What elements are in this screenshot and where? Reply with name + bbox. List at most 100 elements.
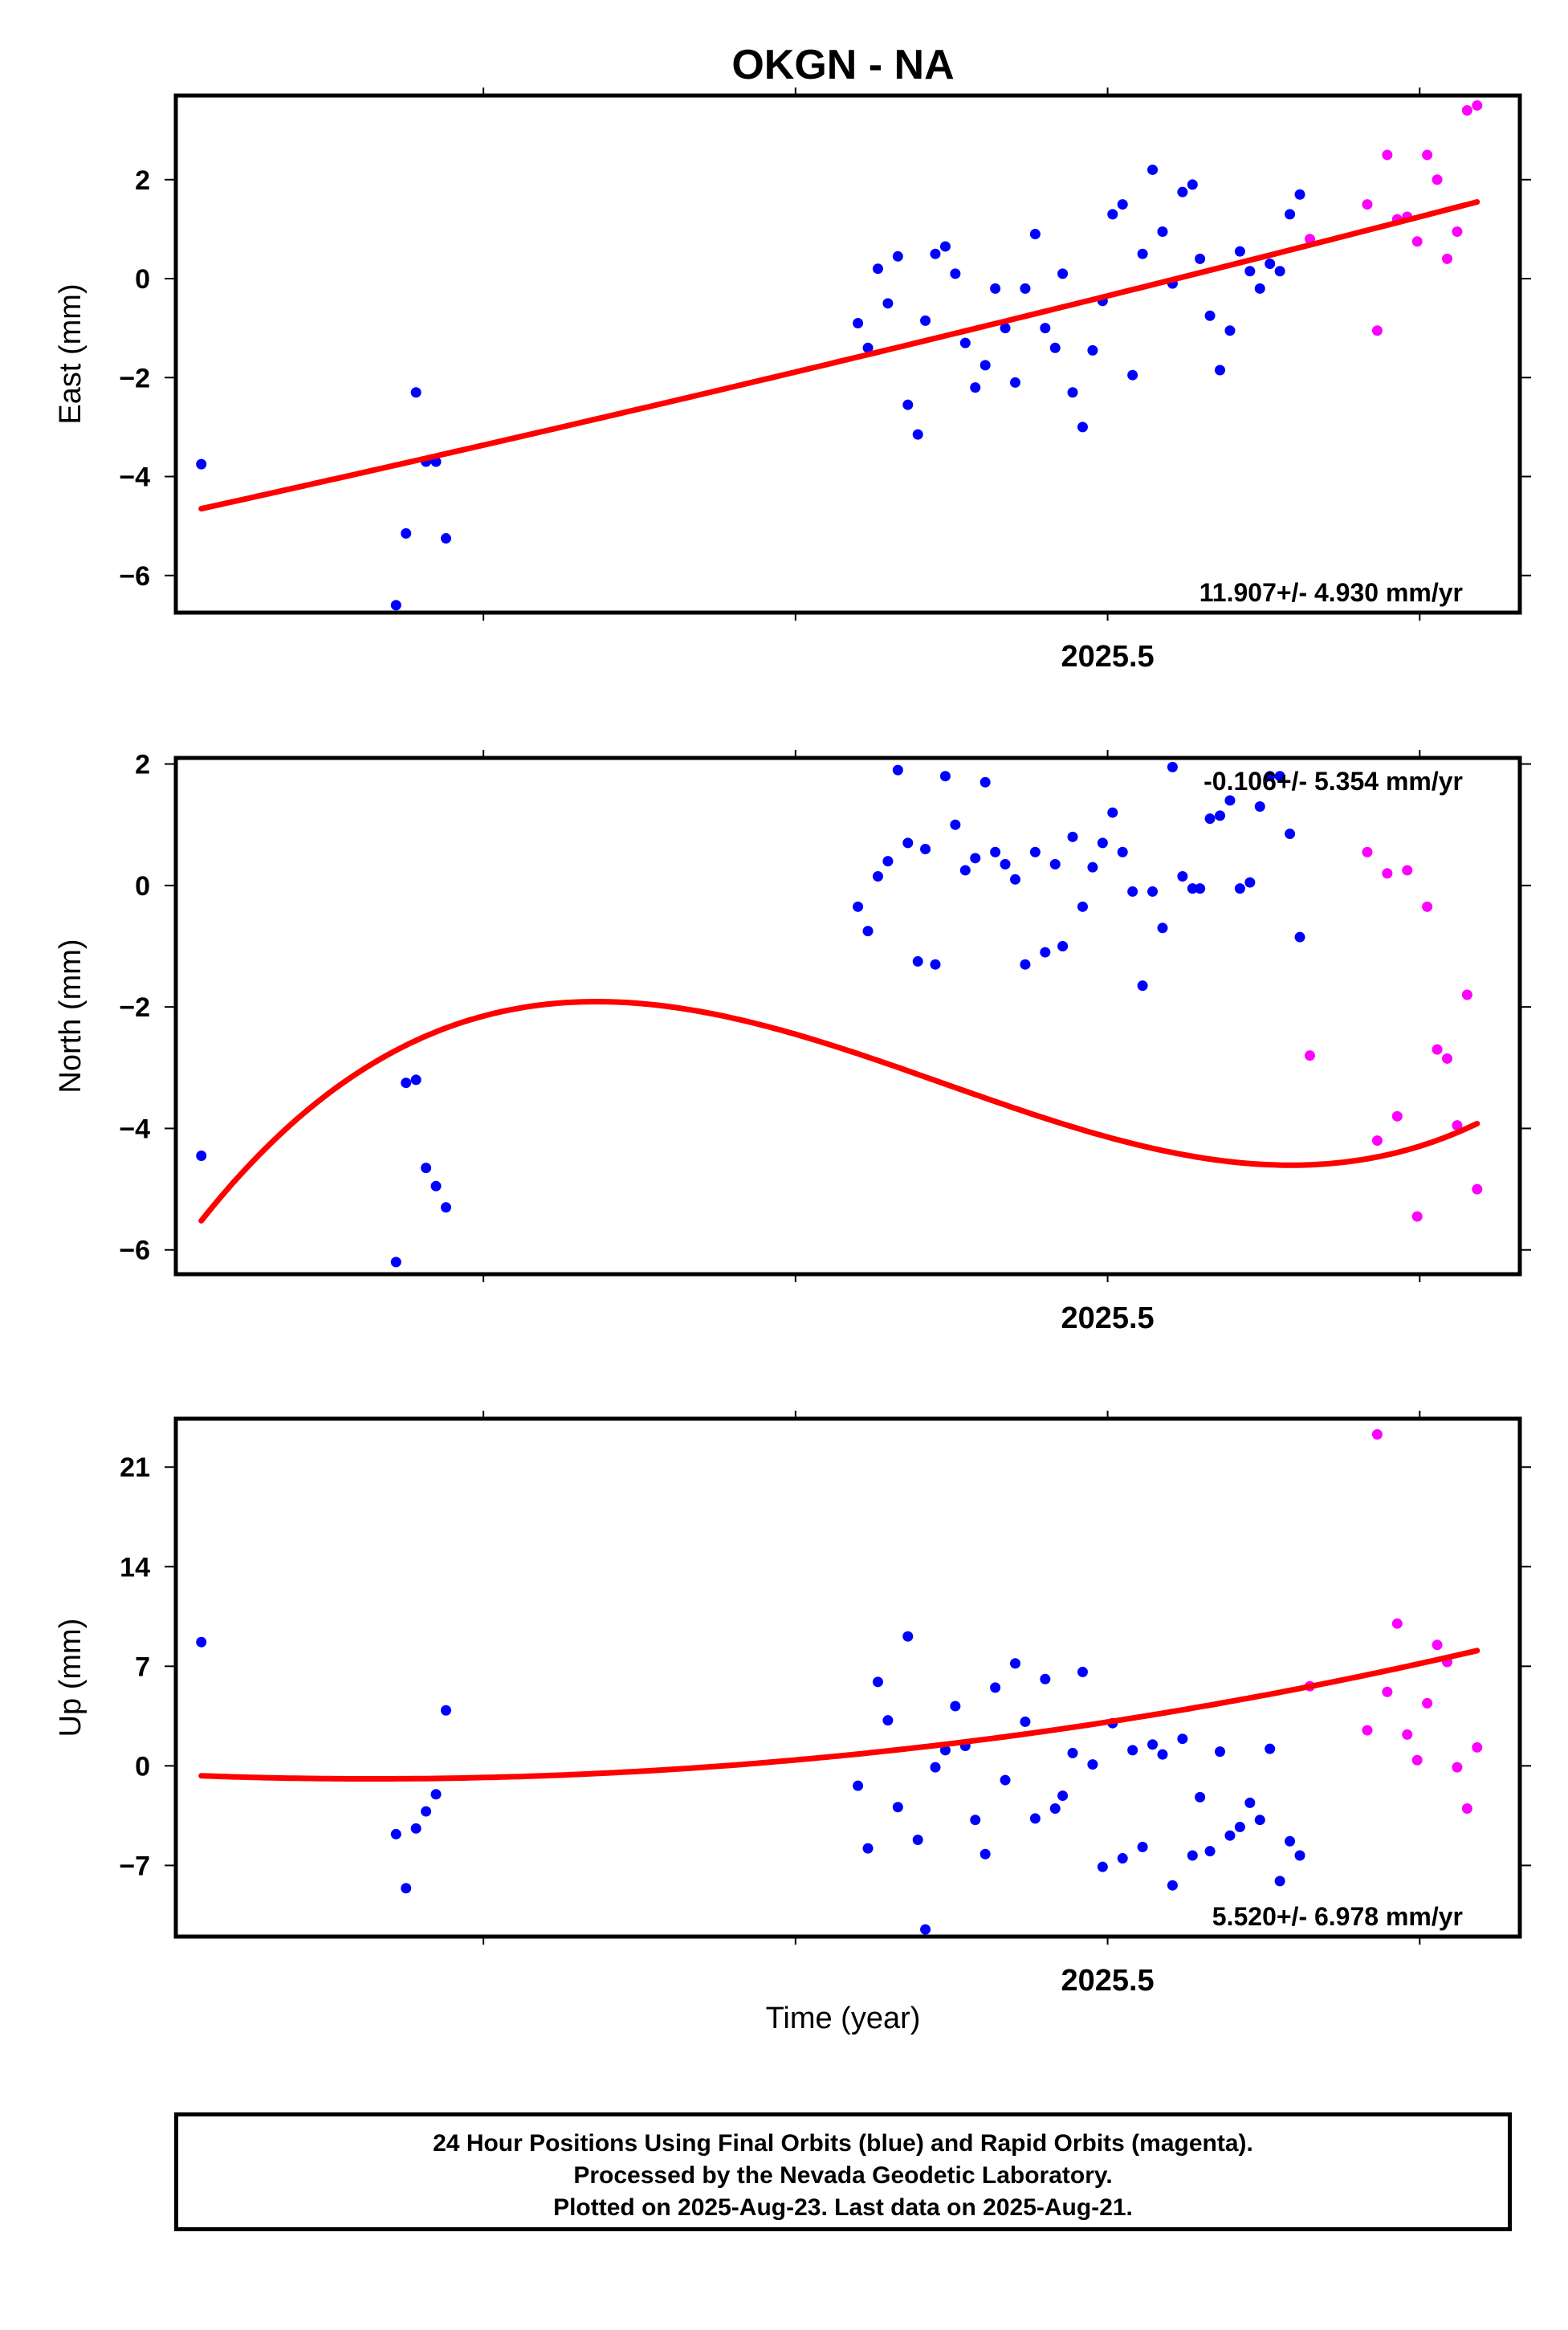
- rapid-orbit-point: [1402, 1729, 1413, 1740]
- rapid-orbit-point: [1362, 1725, 1373, 1736]
- final-orbit-point: [1265, 259, 1276, 270]
- final-orbit-point: [440, 533, 451, 544]
- final-orbit-point: [939, 241, 951, 252]
- final-orbit-point: [1224, 1830, 1236, 1841]
- final-orbit-point: [979, 360, 991, 371]
- y-tick-label: 7: [135, 1652, 150, 1682]
- final-orbit-point: [1087, 862, 1098, 873]
- rapid-orbit-point: [1411, 1754, 1423, 1766]
- final-orbit-point: [1224, 795, 1236, 806]
- rapid-orbit-point: [1472, 1183, 1483, 1195]
- final-orbit-point: [1137, 248, 1148, 259]
- final-orbit-point: [1265, 1743, 1276, 1754]
- final-orbit-point: [892, 764, 903, 776]
- final-orbit-point: [1087, 344, 1098, 356]
- rapid-orbit-point: [1362, 199, 1373, 210]
- chart-title: OKGN - NA: [731, 42, 954, 88]
- y-tick-label: −2: [119, 363, 150, 393]
- x-tick-label: 2025.5: [1061, 1301, 1154, 1335]
- final-orbit-point: [1254, 1815, 1265, 1826]
- final-orbit-point: [882, 1715, 894, 1726]
- final-orbit-point: [430, 1789, 442, 1800]
- rapid-orbit-point: [1422, 149, 1433, 161]
- y-tick-label: −6: [119, 561, 150, 592]
- final-orbit-point: [1285, 829, 1296, 840]
- final-orbit-point: [882, 856, 894, 867]
- final-orbit-point: [1285, 1835, 1296, 1847]
- x-tick-label: 2025.5: [1061, 640, 1154, 674]
- final-orbit-point: [1244, 266, 1256, 277]
- final-orbit-point: [1215, 1746, 1226, 1758]
- rapid-orbit-point: [1411, 236, 1423, 247]
- panels: 2025.5 −6 −4 −2 0 2 East (mm) 11.907+/- 4.930 m…: [54, 88, 1531, 1998]
- final-orbit-point: [1224, 325, 1236, 336]
- final-orbit-point: [1010, 1658, 1021, 1669]
- data-points: [196, 761, 1483, 1268]
- final-orbit-point: [1294, 931, 1305, 943]
- final-orbit-point: [902, 1631, 914, 1642]
- final-orbit-point: [892, 1802, 903, 1813]
- plot-frame: [173, 756, 1522, 1277]
- final-orbit-point: [892, 251, 903, 262]
- final-orbit-point: [410, 1074, 422, 1086]
- x-tick-label: 2025.5: [1061, 1964, 1154, 1998]
- final-orbit-point: [1234, 246, 1245, 257]
- rapid-orbit-point: [1461, 104, 1472, 116]
- final-orbit-point: [930, 248, 941, 259]
- rapid-orbit-point: [1382, 149, 1393, 161]
- final-orbit-point: [970, 1815, 981, 1826]
- final-orbit-point: [1195, 253, 1206, 264]
- final-orbit-point: [990, 283, 1001, 294]
- final-orbit-point: [912, 1835, 923, 1846]
- final-orbit-point: [1049, 858, 1061, 870]
- final-orbit-point: [401, 528, 412, 539]
- final-orbit-point: [410, 387, 422, 398]
- final-orbit-point: [930, 1762, 941, 1773]
- final-orbit-point: [1187, 1850, 1198, 1861]
- final-orbit-point: [1254, 283, 1265, 294]
- rapid-orbit-point: [1452, 226, 1463, 237]
- final-orbit-point: [1057, 268, 1069, 279]
- final-orbit-point: [1167, 1880, 1178, 1891]
- final-orbit-point: [1107, 807, 1118, 818]
- final-orbit-point: [979, 776, 991, 788]
- rapid-orbit-point: [1371, 1135, 1383, 1147]
- final-orbit-point: [440, 1202, 451, 1213]
- data-points: [196, 100, 1483, 611]
- final-orbit-point: [1147, 1739, 1159, 1750]
- final-orbit-point: [1157, 1749, 1168, 1760]
- final-orbit-point: [939, 1745, 951, 1756]
- final-orbit-point: [1274, 266, 1285, 277]
- final-orbit-point: [1147, 886, 1159, 897]
- final-orbit-point: [1167, 761, 1178, 772]
- final-orbit-point: [1117, 1853, 1128, 1864]
- final-orbit-point: [912, 955, 923, 967]
- final-orbit-point: [390, 1828, 401, 1839]
- x-axis-label: Time (year): [766, 2002, 921, 2035]
- final-orbit-point: [970, 382, 981, 393]
- y-tick-label: −7: [119, 1851, 150, 1881]
- footer-line-1: 24 Hour Positions Using Final Orbits (bl…: [433, 2130, 1253, 2157]
- plot-frame: [173, 1416, 1522, 1939]
- rapid-orbit-point: [1432, 1044, 1443, 1055]
- rapid-orbit-point: [1304, 1050, 1315, 1061]
- final-orbit-point: [1107, 209, 1118, 220]
- final-orbit-point: [1215, 365, 1226, 376]
- final-orbit-point: [1157, 226, 1168, 237]
- velocity-label: -0.106+/- 5.354 mm/yr: [1203, 767, 1463, 796]
- final-orbit-point: [1020, 283, 1031, 294]
- final-orbit-point: [902, 837, 914, 849]
- final-orbit-point: [853, 901, 864, 912]
- plot-frame: [173, 93, 1522, 615]
- rapid-orbit-point: [1442, 1053, 1453, 1064]
- final-orbit-point: [1187, 179, 1198, 190]
- final-orbit-point: [390, 1257, 401, 1268]
- final-orbit-point: [1244, 1797, 1256, 1808]
- final-orbit-point: [401, 1077, 412, 1089]
- rapid-orbit-point: [1382, 1686, 1393, 1697]
- final-orbit-point: [1117, 846, 1128, 857]
- final-orbit-point: [1067, 831, 1078, 842]
- rapid-orbit-point: [1411, 1211, 1423, 1222]
- final-orbit-point: [1234, 1822, 1245, 1833]
- final-orbit-point: [1254, 801, 1265, 813]
